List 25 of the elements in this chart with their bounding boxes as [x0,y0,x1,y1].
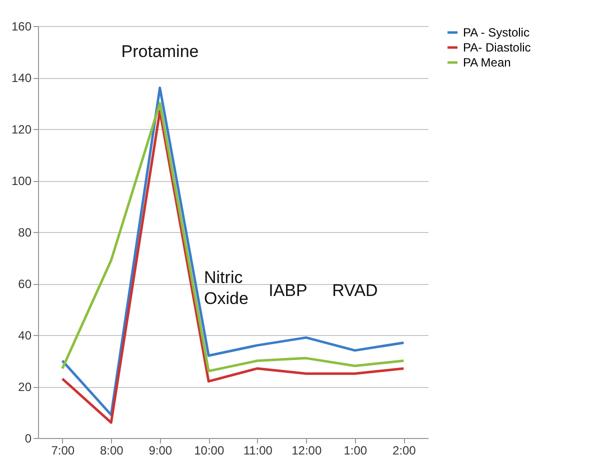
y-tick-label: 20 [18,380,32,394]
legend-label: PA Mean [463,56,511,70]
x-tick-label: 1:00 [344,444,368,458]
x-tick-label: 2:00 [392,444,416,458]
x-tick-label: 7:00 [51,444,75,458]
line-series [61,102,405,372]
x-tick-label: 11:00 [243,444,273,458]
x-tick-label: 9:00 [148,444,172,458]
legend-label: PA- Diastolic [463,40,531,54]
annotation: RVAD [332,281,378,300]
y-tick-label: 160 [11,20,32,34]
annotation: IABP [268,281,308,300]
y-tick-label: 40 [18,328,32,342]
y-tick-label: 80 [18,226,32,240]
x-tick-label: 12:00 [292,444,322,458]
y-tick-label: 100 [11,174,32,188]
annotation: Nitric Oxide [204,268,248,308]
annotation: Protamine [121,42,199,61]
y-tick-label: 140 [11,71,32,85]
x-tick-label: 10:00 [194,444,224,458]
x-tick-label: 8:00 [100,444,124,458]
y-tick-label: 60 [18,277,32,291]
y-tick-label: 0 [24,432,32,446]
legend-label: PA - Systolic [463,26,530,40]
y-tick-label: 120 [11,122,32,136]
